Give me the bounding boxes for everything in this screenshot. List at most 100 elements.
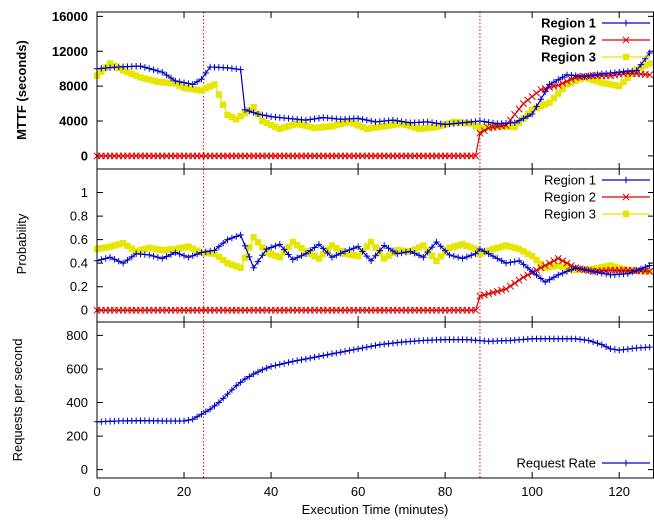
series-region-1 xyxy=(93,231,653,286)
data-point xyxy=(555,90,562,97)
data-point xyxy=(302,250,310,257)
legend-marker xyxy=(622,53,630,61)
data-point xyxy=(389,121,397,129)
data-point xyxy=(137,62,144,70)
data-point xyxy=(280,124,288,131)
data-point xyxy=(446,251,453,259)
data-point xyxy=(241,106,249,113)
data-point xyxy=(354,122,362,129)
x-axis-label: Execution Time (minutes) xyxy=(302,502,449,517)
data-point xyxy=(311,115,318,123)
data-point xyxy=(441,247,449,254)
data-point xyxy=(559,263,566,270)
data-point xyxy=(637,61,645,68)
data-point xyxy=(189,85,196,93)
data-point xyxy=(389,116,397,124)
data-point xyxy=(206,247,214,255)
data-point xyxy=(629,268,636,276)
data-point xyxy=(372,252,379,259)
data-point xyxy=(411,124,418,131)
data-point xyxy=(407,123,414,130)
data-point xyxy=(415,244,423,251)
data-point xyxy=(176,82,183,89)
data-point xyxy=(267,363,275,370)
data-point xyxy=(385,245,392,252)
data-point xyxy=(481,124,488,131)
data-point xyxy=(433,120,440,127)
data-point xyxy=(237,66,244,73)
data-point xyxy=(450,243,458,250)
data-point xyxy=(563,77,571,85)
data-point xyxy=(180,79,188,86)
data-point xyxy=(211,81,218,88)
data-point xyxy=(576,265,584,272)
data-point xyxy=(476,129,484,137)
data-point xyxy=(259,244,266,251)
data-point xyxy=(233,382,240,389)
data-point xyxy=(154,78,162,85)
panel-requests: Requests per second Execution Time (minu… xyxy=(10,339,448,517)
data-point xyxy=(624,270,632,277)
data-point xyxy=(589,72,597,79)
data-point xyxy=(480,291,488,299)
data-point xyxy=(598,79,605,86)
data-point xyxy=(515,257,523,264)
x-tick-label: 100 xyxy=(521,484,543,499)
y-tick-label: 4000 xyxy=(59,114,88,129)
data-point xyxy=(420,242,427,249)
data-point xyxy=(254,110,262,118)
y-tick-label: 12000 xyxy=(52,44,88,59)
y-axis-label-mttf: MTTF (seconds) xyxy=(14,40,29,140)
data-point xyxy=(472,122,479,130)
data-point xyxy=(598,341,605,348)
x-tick-label: 80 xyxy=(438,484,452,499)
data-point xyxy=(163,253,170,260)
data-point xyxy=(185,243,192,250)
data-point xyxy=(307,247,314,254)
data-point xyxy=(337,348,344,356)
data-point xyxy=(237,113,244,120)
data-point xyxy=(372,124,379,131)
y-tick-label: 0.8 xyxy=(70,209,88,224)
data-point xyxy=(263,364,270,372)
data-point xyxy=(254,258,262,265)
data-point xyxy=(598,269,605,277)
data-point xyxy=(315,114,323,122)
data-point xyxy=(106,243,114,250)
data-point xyxy=(176,245,183,252)
data-point xyxy=(124,256,131,264)
data-point xyxy=(376,341,384,348)
data-point xyxy=(237,379,244,386)
data-point xyxy=(111,242,118,249)
y-tick-label: 0.2 xyxy=(70,279,88,294)
data-point xyxy=(333,252,340,259)
data-point xyxy=(285,243,292,251)
data-point xyxy=(324,249,331,257)
data-point xyxy=(341,348,349,355)
data-point xyxy=(620,78,627,86)
data-point xyxy=(372,342,379,349)
legend-panel-2: Request Rate xyxy=(517,456,650,471)
data-point xyxy=(528,252,536,260)
x-tick-label: 40 xyxy=(264,484,278,499)
data-point xyxy=(241,254,249,261)
data-point xyxy=(311,244,318,251)
data-point xyxy=(202,248,209,255)
data-point xyxy=(646,267,654,275)
data-point xyxy=(285,359,292,366)
data-point xyxy=(311,354,318,361)
data-point xyxy=(180,417,188,425)
data-point xyxy=(498,243,505,250)
data-point xyxy=(250,234,257,241)
data-point xyxy=(259,111,266,119)
data-point xyxy=(224,236,231,243)
data-point xyxy=(542,264,549,272)
data-point xyxy=(550,263,558,270)
data-point xyxy=(502,242,510,249)
data-point xyxy=(498,257,505,264)
data-point xyxy=(515,117,523,124)
data-point xyxy=(376,123,384,131)
data-point xyxy=(102,244,109,251)
data-point xyxy=(320,352,327,359)
data-point xyxy=(546,99,553,106)
